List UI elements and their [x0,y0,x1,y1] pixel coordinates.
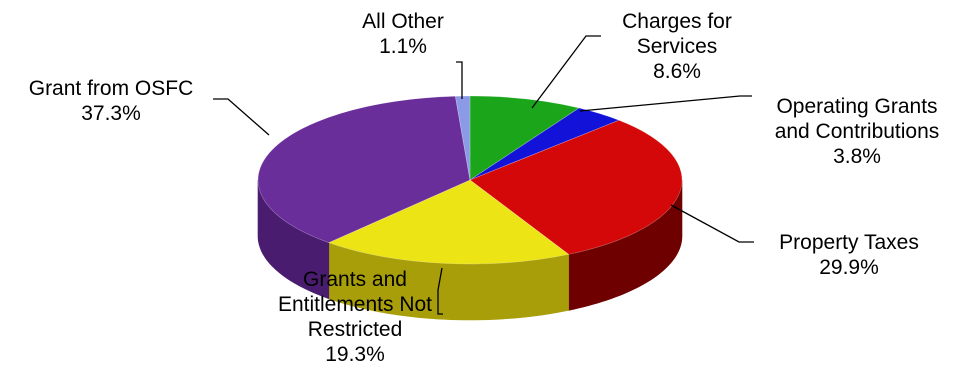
pie-top [257,95,683,265]
slice-name-label: Charges for [622,10,732,33]
data-label-all-other: All Other 1.1% [362,10,444,58]
slice-name-label: Operating Grants [776,95,937,118]
pie-slice-operating-grants-and-contributions [469,107,620,181]
pie-labels: Charges for Services 8.6% Operating Grants a… [29,10,940,366]
slice-name-label: Property Taxes [779,231,919,254]
slice-name-label: Entitlements Not [278,293,432,316]
slice-name-label: and Contributions [775,120,940,143]
leader-line-all-other [456,61,463,99]
slice-percent-label: 29.9% [819,256,879,279]
leader-line-charges-for-services [531,35,601,109]
data-label-charges-for-services: Charges for Services 8.6% [622,10,732,83]
slice-percent-label: 3.8% [833,145,881,168]
slice-name-label: Grants and [303,268,407,291]
data-label-operating-grants-and-contributions: Operating Grants and Contributions 3.8% [775,95,940,168]
slice-percent-label: 37.3% [81,102,141,125]
pie-slice-grant-from-osfc [257,95,471,243]
leader-line-grant-from-osfc [213,98,270,136]
data-label-property-taxes: Property Taxes 29.9% [779,231,919,279]
pie-slice-charges-for-services [469,95,580,181]
slice-name-label: Grant from OSFC [29,77,194,100]
leader-line-operating-grants-and-contributions [579,95,752,112]
pie-slice-property-taxes [469,119,683,255]
leader-line-grants-and-entitlements-not-restricted [437,267,443,315]
pie-slice-all-other [455,95,471,181]
slice-name-label: All Other [362,10,444,33]
pie-slice-grants-and-entitlements-not-restricted [327,179,570,265]
data-label-grant-from-osfc: Grant from OSFC 37.3% [29,77,194,125]
slice-percent-label: 1.1% [379,35,427,58]
leader-line-property-taxes [670,204,754,243]
slice-percent-label: 19.3% [325,343,385,366]
data-label-grants-and-entitlements-not-restricted: Grants and Entitlements Not Restricted 19.3… [278,268,432,366]
pie-sides [257,179,683,321]
slice-percent-label: 8.6% [653,60,701,83]
slice-name-label: Restricted [308,318,403,341]
slice-name-label: Services [637,35,718,58]
